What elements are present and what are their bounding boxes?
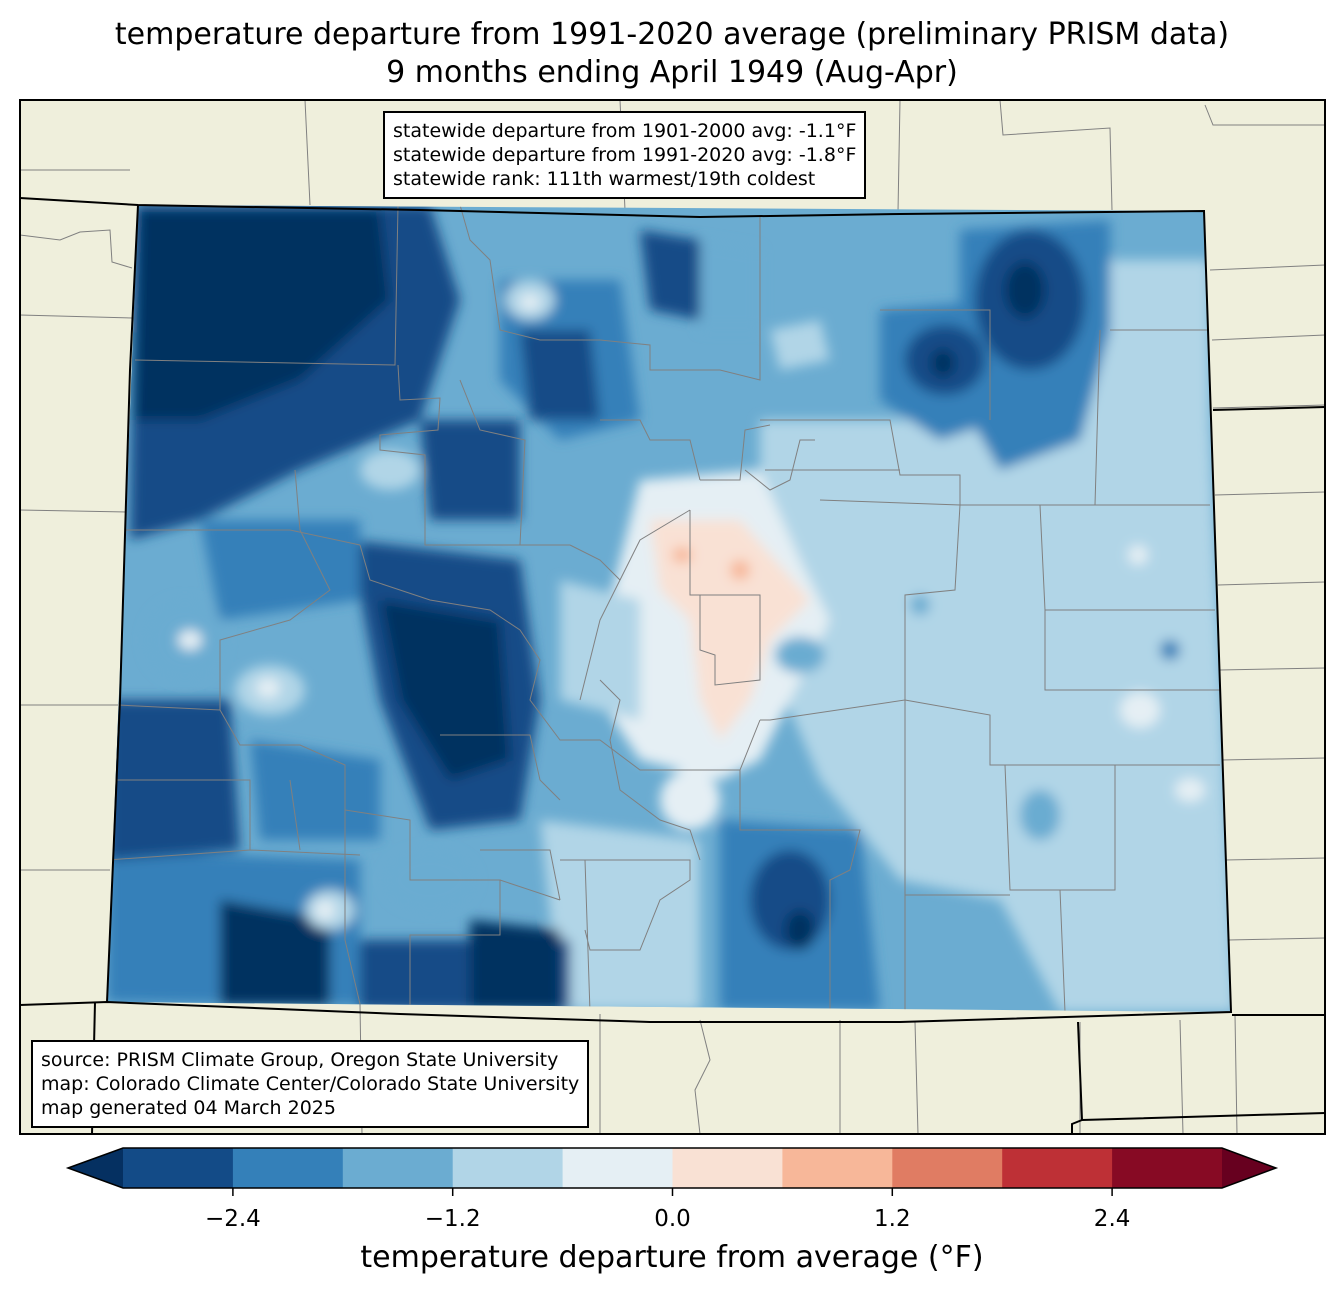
colorado-county-lines — [107, 205, 1220, 1012]
colorbar-bin-8 — [1002, 1148, 1113, 1188]
map-title-line1: temperature departure from 1991-2020 ave… — [114, 17, 1230, 52]
colorado-map — [19, 99, 1326, 1135]
colorbar-bin-5 — [672, 1148, 783, 1188]
source-line: source: PRISM Climate Group, Oregon Stat… — [41, 1049, 559, 1071]
stats-1991-2020: statewide departure from 1991-2020 avg: … — [393, 144, 857, 166]
colorbar-tick-label: −2.4 — [204, 1206, 261, 1232]
colorbar-over-arrow — [1222, 1148, 1276, 1188]
colorbar-tick-label: 1.2 — [874, 1206, 911, 1232]
departure-contours — [107, 205, 1231, 1012]
colorbar-outline — [65, 1147, 1279, 1189]
colorbar-bin-9 — [1112, 1148, 1223, 1188]
colorbar-tick-label: 0.0 — [654, 1206, 691, 1232]
map-title-line2: 9 months ending April 1949 (Aug-Apr) — [386, 55, 958, 90]
colorbar-bin-2 — [342, 1148, 454, 1188]
colorbar-tick-label: −1.2 — [424, 1206, 481, 1232]
map-credit-line: map: Colorado Climate Center/Colorado St… — [41, 1073, 580, 1095]
colorbar-bin-4 — [562, 1148, 673, 1188]
map-frame — [19, 99, 1326, 1135]
colorbar-bin-6 — [782, 1148, 893, 1188]
colorbar-bin-1 — [232, 1148, 344, 1188]
colorbar-bin-7 — [892, 1148, 1003, 1188]
generated-date-line: map generated 04 March 2025 — [41, 1097, 336, 1119]
state-boundaries — [20, 197, 1325, 1134]
stats-1901-2000: statewide departure from 1901-2000 avg: … — [393, 120, 857, 142]
colorbar-label: temperature departure from average (°F) — [360, 1240, 984, 1275]
colorbar-bin-0 — [123, 1148, 234, 1188]
stats-box: statewide departure from 1901-2000 avg: … — [383, 111, 867, 199]
colorbar-under-arrow — [68, 1148, 123, 1188]
stats-rank: statewide rank: 111th warmest/19th colde… — [393, 168, 816, 190]
colorbar-bin-3 — [452, 1148, 564, 1188]
source-box: source: PRISM Climate Group, Oregon Stat… — [31, 1040, 590, 1128]
colorbar-tick-label: 2.4 — [1093, 1206, 1131, 1232]
